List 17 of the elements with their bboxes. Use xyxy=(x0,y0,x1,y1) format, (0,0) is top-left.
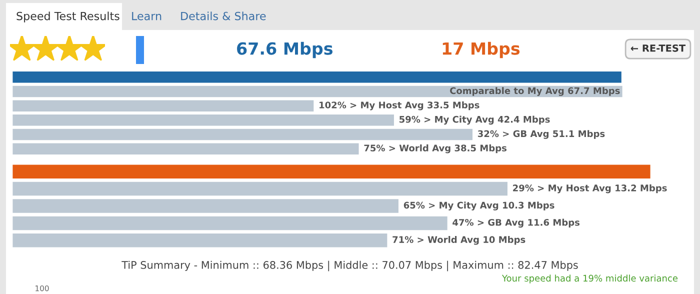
text: Learn xyxy=(132,12,162,20)
text: Details & Share xyxy=(181,12,266,20)
text: TiP Summary - Minimum :: 68.36 Mbps | Middle :: 70.07 Mbps | Maximum :: 82.47 Mbps xyxy=(122,260,578,272)
data-label: 102% > My Host Avg 33.5 Mbps xyxy=(320,101,480,110)
data-label: 71% > World Avg 10 Mbps xyxy=(392,236,526,245)
text: 17 Mbps xyxy=(442,42,520,58)
data-label: 47% > GB Avg 11.6 Mbps xyxy=(452,218,580,228)
data-label: Comparable to My Avg 67.7 Mbps xyxy=(450,87,620,96)
data-label: 32% > GB Avg 51.1 Mbps xyxy=(478,130,605,139)
data-label: 29% > My Host Avg 13.2 Mbps xyxy=(513,184,667,194)
text: 67.6 Mbps xyxy=(237,42,332,58)
data-label: 65% > My City Avg 10.3 Mbps xyxy=(404,202,554,210)
data-label: 75% > World Avg 38.5 Mbps xyxy=(364,144,506,154)
data-label: 59% > My City Avg 42.4 Mbps xyxy=(400,116,550,125)
text: ← RE-TEST xyxy=(630,44,686,52)
text: Your speed had a 19% middle variance xyxy=(502,274,678,284)
text: Speed Test Results xyxy=(16,12,120,22)
